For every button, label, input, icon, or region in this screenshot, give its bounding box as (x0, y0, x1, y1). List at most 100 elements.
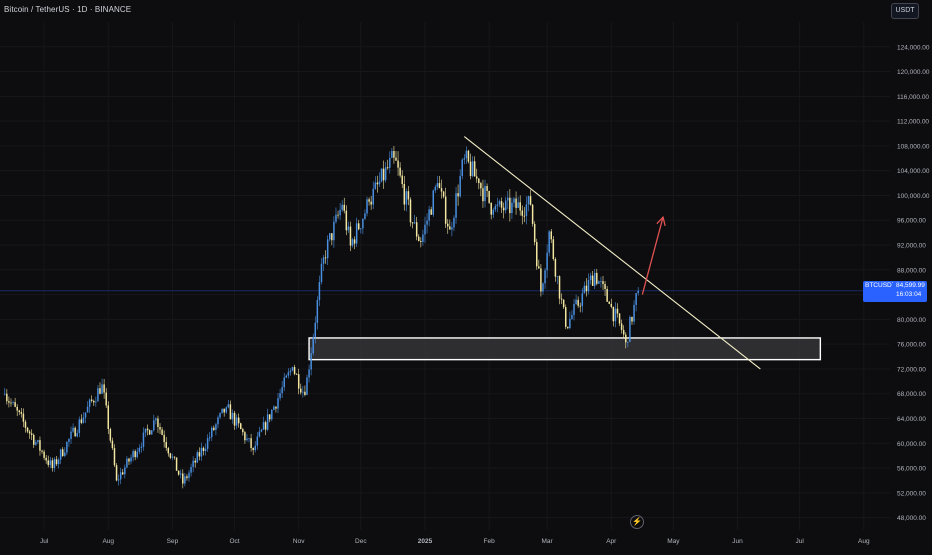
candle-body (275, 406, 277, 409)
candle-body (471, 161, 474, 177)
candle-body (538, 266, 540, 269)
price-tag-price: 84,599.99 (896, 282, 925, 289)
projection-arrowhead (656, 215, 666, 227)
candle-body (339, 209, 341, 216)
candle-body (606, 288, 608, 302)
candle-body (415, 222, 418, 237)
support-zone[interactable] (308, 337, 822, 361)
candle-body (132, 451, 134, 458)
candle-body (281, 387, 283, 394)
candle-body (165, 442, 167, 449)
candle-body (184, 476, 186, 484)
candle-body (357, 223, 360, 230)
candles (4, 145, 639, 489)
candle-body (519, 202, 521, 211)
candle-body (215, 424, 217, 430)
candle-body (581, 293, 584, 307)
candle-body (515, 198, 517, 208)
candle-body (618, 313, 621, 324)
descending-trendline[interactable] (463, 136, 761, 370)
currency-selector[interactable]: USDT (891, 3, 919, 19)
candle-body (279, 393, 281, 399)
candle-body (213, 427, 215, 430)
candle-body (53, 459, 56, 469)
candle-body (418, 236, 420, 241)
y-tick-label: 56,000.00 (897, 466, 926, 473)
candle-body (190, 467, 192, 473)
candle-body (260, 429, 263, 432)
candle-body (498, 201, 501, 205)
candle-body (155, 418, 157, 421)
candle-body (167, 448, 170, 454)
candle-body (616, 308, 619, 314)
x-tick-label: May (667, 538, 680, 545)
candle-body (403, 183, 406, 205)
candle-body (593, 272, 596, 286)
candle-body (399, 167, 401, 176)
candle-body (473, 161, 476, 177)
candle-body (428, 209, 430, 221)
x-tick-label: Aug (102, 538, 114, 545)
candle-body (115, 465, 118, 481)
candle-body (575, 299, 577, 305)
candle-body (467, 150, 470, 162)
candle-body (314, 322, 317, 337)
candle-body (107, 405, 110, 429)
candle-body (486, 186, 488, 191)
candle-body (64, 452, 66, 457)
candle-body (521, 210, 524, 216)
candle-body (370, 201, 372, 205)
candle-body (391, 151, 393, 158)
candle-body (527, 196, 530, 205)
candle-body (500, 201, 503, 208)
candle-body (297, 374, 300, 389)
candle-body (380, 168, 383, 182)
candle-body (219, 412, 221, 418)
symbol-title: Bitcoin / TetherUS · 1D · BINANCE (4, 5, 132, 14)
candle-body (262, 422, 265, 430)
candle-body (72, 427, 74, 432)
candle-body (602, 281, 604, 285)
candle-body (554, 258, 557, 277)
candle-body (337, 214, 339, 216)
candle-body (128, 458, 130, 462)
candle-body (175, 457, 178, 471)
candle-body (453, 217, 455, 228)
candle-body (268, 414, 271, 420)
candle-body (122, 472, 124, 475)
candle-body (587, 280, 590, 292)
candle-body (442, 191, 445, 197)
support-zone-layer (0, 290, 890, 361)
candle-body (374, 182, 377, 189)
candle-body (465, 150, 468, 159)
candle-body (614, 308, 617, 322)
candle-body (434, 186, 437, 191)
candle-body (322, 257, 325, 264)
y-tick-label: 52,000.00 (897, 490, 926, 497)
price-tag-countdown: 16:03:04 (896, 291, 922, 298)
candle-body (24, 421, 27, 428)
y-tick-label: 80,000.00 (897, 317, 926, 324)
lightning-icon[interactable]: ⚡ (630, 515, 644, 529)
candle-body (285, 375, 288, 378)
y-tick-label: 76,000.00 (897, 342, 926, 349)
candle-body (14, 402, 16, 407)
candle-body (533, 223, 536, 243)
candle-body (560, 298, 563, 300)
candle-body (194, 460, 196, 463)
candle-body (70, 431, 72, 439)
x-tick-label: Sep (167, 538, 179, 545)
candle-body (8, 401, 10, 403)
y-tick-label: 116,000.00 (897, 94, 929, 101)
projection-arrow[interactable] (641, 216, 664, 295)
candle-body (159, 427, 161, 430)
candle-body (608, 301, 610, 304)
candle-body (18, 410, 21, 413)
candle-body (206, 438, 209, 449)
candle-body (455, 193, 457, 218)
candle-body (525, 204, 528, 217)
candle-body (395, 157, 397, 161)
y-tick-label: 72,000.00 (897, 366, 926, 373)
